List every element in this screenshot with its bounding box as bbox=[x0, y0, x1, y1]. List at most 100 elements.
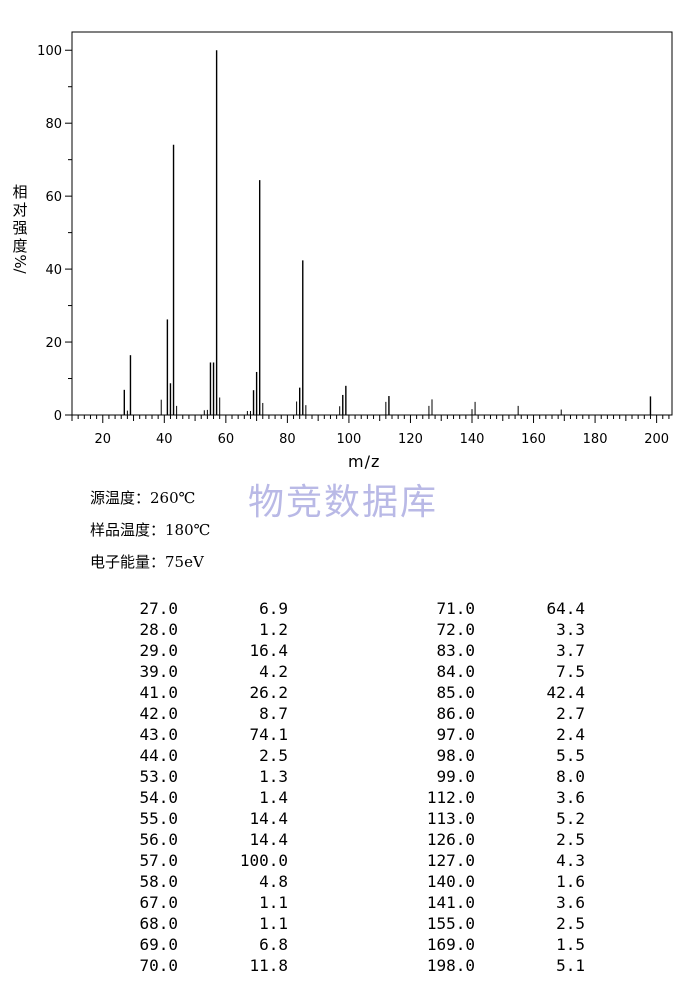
peak-intensity: 100.0 bbox=[239, 851, 288, 870]
peak-row: 58.0 4.8 bbox=[90, 871, 288, 892]
peak-mz: 57.0 bbox=[139, 851, 178, 870]
peak-row: 126.0 2.5 bbox=[380, 829, 585, 850]
peak-mz: 27.0 bbox=[139, 599, 178, 618]
peak-mz: 71.0 bbox=[436, 599, 475, 618]
y-tick-label: 100 bbox=[37, 44, 62, 59]
peak-mz: 28.0 bbox=[139, 620, 178, 639]
peak-mz: 39.0 bbox=[139, 662, 178, 681]
y-tick-label: 40 bbox=[45, 263, 62, 278]
y-axis-title-char: 强 bbox=[12, 219, 28, 237]
peak-intensity: 8.7 bbox=[259, 704, 288, 723]
x-tick-label: 140 bbox=[460, 432, 485, 447]
peak-intensity: 1.4 bbox=[259, 788, 288, 807]
peak-row: 41.0 26.2 bbox=[90, 682, 288, 703]
peak-intensity: 6.9 bbox=[259, 599, 288, 618]
source-temperature: 源温度：260℃ bbox=[90, 489, 196, 507]
y-axis-title-char: 对 bbox=[12, 201, 28, 219]
peak-intensity: 3.6 bbox=[556, 893, 585, 912]
y-axis-title-char: 度 bbox=[12, 237, 28, 255]
peak-intensity: 2.5 bbox=[556, 830, 585, 849]
peak-row: 42.0 8.7 bbox=[90, 703, 288, 724]
x-tick-label: 120 bbox=[398, 432, 423, 447]
peak-row: 169.0 1.5 bbox=[380, 934, 585, 955]
peak-mz: 155.0 bbox=[426, 914, 475, 933]
peak-row: 43.0 74.1 bbox=[90, 724, 288, 745]
x-tick-label: 80 bbox=[279, 432, 296, 447]
peak-intensity: 5.2 bbox=[556, 809, 585, 828]
peak-intensity: 6.8 bbox=[259, 935, 288, 954]
mass-spectrum-chart: 0 20 40 60 80 100 20 40 60 80 100 120 140 160 180 200 bbox=[37, 31, 673, 447]
peak-mz: 55.0 bbox=[139, 809, 178, 828]
peak-mz: 44.0 bbox=[139, 746, 178, 765]
peak-intensity: 14.4 bbox=[249, 809, 288, 828]
peak-row: 55.0 14.4 bbox=[90, 808, 288, 829]
peak-mz: 54.0 bbox=[139, 788, 178, 807]
peak-row: 54.0 1.4 bbox=[90, 787, 288, 808]
peak-row: 97.0 2.4 bbox=[380, 724, 585, 745]
peak-row: 29.0 16.4 bbox=[90, 640, 288, 661]
peak-intensity: 7.5 bbox=[556, 662, 585, 681]
peak-row: 98.0 5.5 bbox=[380, 745, 585, 766]
peak-intensity: 16.4 bbox=[249, 641, 288, 660]
peak-mz: 69.0 bbox=[139, 935, 178, 954]
peak-row: 68.0 1.1 bbox=[90, 913, 288, 934]
peak-mz: 41.0 bbox=[139, 683, 178, 702]
peak-intensity: 4.2 bbox=[259, 662, 288, 681]
peak-intensity: 14.4 bbox=[249, 830, 288, 849]
peak-row: 28.0 1.2 bbox=[90, 619, 288, 640]
peak-row: 57.0 100.0 bbox=[90, 850, 288, 871]
peak-row: 44.0 2.5 bbox=[90, 745, 288, 766]
y-axis-ticks: 0 20 40 60 80 100 bbox=[37, 44, 72, 424]
peak-row: 69.0 6.8 bbox=[90, 934, 288, 955]
chart-axes bbox=[71, 31, 673, 416]
y-axis-title-char: %/ bbox=[11, 254, 29, 274]
sample-temperature: 样品温度：180℃ bbox=[90, 521, 211, 539]
peak-intensity: 3.6 bbox=[556, 788, 585, 807]
peak-row: 27.0 6.9 bbox=[90, 598, 288, 619]
x-tick-label: 40 bbox=[156, 432, 173, 447]
peak-mz: 43.0 bbox=[139, 725, 178, 744]
peak-table-right: 71.0 64.4 72.0 3.3 83.0 3.7 84.0 7.5 85.0 42.4 86.… bbox=[380, 598, 585, 976]
peak-intensity: 4.3 bbox=[556, 851, 585, 870]
peak-row: 141.0 3.6 bbox=[380, 892, 585, 913]
peak-row: 84.0 7.5 bbox=[380, 661, 585, 682]
peak-row: 56.0 14.4 bbox=[90, 829, 288, 850]
x-tick-label: 200 bbox=[644, 432, 669, 447]
peak-mz: 68.0 bbox=[139, 914, 178, 933]
electron-energy: 电子能量：75eV bbox=[90, 553, 204, 571]
x-tick-label: 180 bbox=[583, 432, 608, 447]
peak-intensity: 3.7 bbox=[556, 641, 585, 660]
peak-table-left: 27.0 6.9 28.0 1.2 29.0 16.4 39.0 4.2 41.0 26.2 42.… bbox=[90, 598, 288, 976]
x-axis-ticks: 20 40 60 80 100 120 140 160 180 200 bbox=[71, 415, 670, 447]
peak-mz: 98.0 bbox=[436, 746, 475, 765]
peak-intensity: 3.3 bbox=[556, 620, 585, 639]
peak-row: 71.0 64.4 bbox=[380, 598, 585, 619]
peak-intensity: 4.8 bbox=[259, 872, 288, 891]
peak-row: 127.0 4.3 bbox=[380, 850, 585, 871]
peak-row: 155.0 2.5 bbox=[380, 913, 585, 934]
y-axis-title-char: 相 bbox=[12, 183, 28, 201]
peak-intensity: 1.5 bbox=[556, 935, 585, 954]
peak-mz: 84.0 bbox=[436, 662, 475, 681]
peak-mz: 70.0 bbox=[139, 956, 178, 975]
peak-mz: 67.0 bbox=[139, 893, 178, 912]
peak-mz: 83.0 bbox=[436, 641, 475, 660]
peak-mz: 127.0 bbox=[426, 851, 475, 870]
y-tick-label: 80 bbox=[45, 117, 62, 132]
peak-row: 99.0 8.0 bbox=[380, 766, 585, 787]
y-tick-label: 0 bbox=[54, 409, 62, 424]
peak-mz: 126.0 bbox=[426, 830, 475, 849]
watermark-text: 物竞数据库 bbox=[248, 482, 439, 523]
peak-mz: 72.0 bbox=[436, 620, 475, 639]
peak-mz: 29.0 bbox=[139, 641, 178, 660]
peak-row: 85.0 42.4 bbox=[380, 682, 585, 703]
peak-mz: 141.0 bbox=[426, 893, 475, 912]
plot-frame bbox=[71, 31, 673, 416]
peak-row: 39.0 4.2 bbox=[90, 661, 288, 682]
peak-intensity: 11.8 bbox=[249, 956, 288, 975]
peak-row: 72.0 3.3 bbox=[380, 619, 585, 640]
x-tick-label: 60 bbox=[218, 432, 235, 447]
peak-row: 53.0 1.3 bbox=[90, 766, 288, 787]
peak-intensity: 2.5 bbox=[556, 914, 585, 933]
y-tick-label: 60 bbox=[45, 190, 62, 205]
